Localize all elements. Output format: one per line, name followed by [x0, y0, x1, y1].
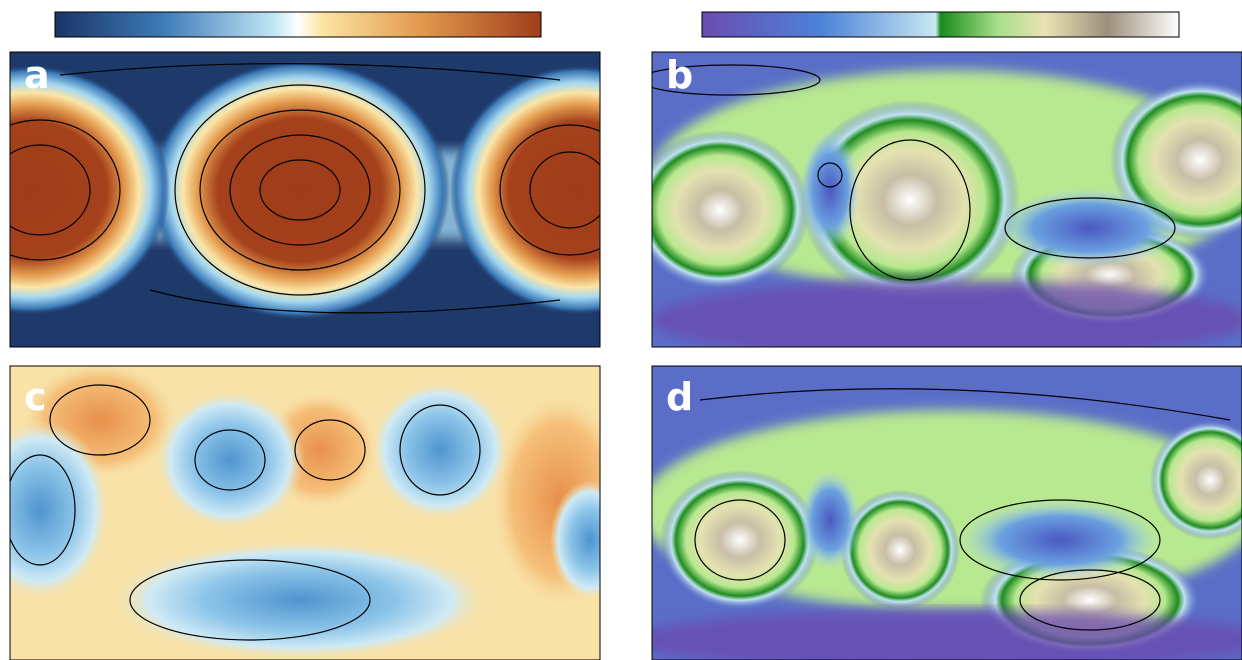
- panel-label: a: [24, 53, 50, 97]
- panel-label: b: [666, 53, 693, 97]
- panel-c: [10, 366, 600, 660]
- panel-b: [652, 52, 1242, 347]
- colorbar: [701, 11, 1180, 38]
- panel-a: [10, 52, 600, 347]
- panel-label: d: [666, 375, 693, 419]
- panel-d: [652, 366, 1242, 660]
- colorbar: [54, 11, 542, 38]
- panel-label: c: [24, 375, 47, 419]
